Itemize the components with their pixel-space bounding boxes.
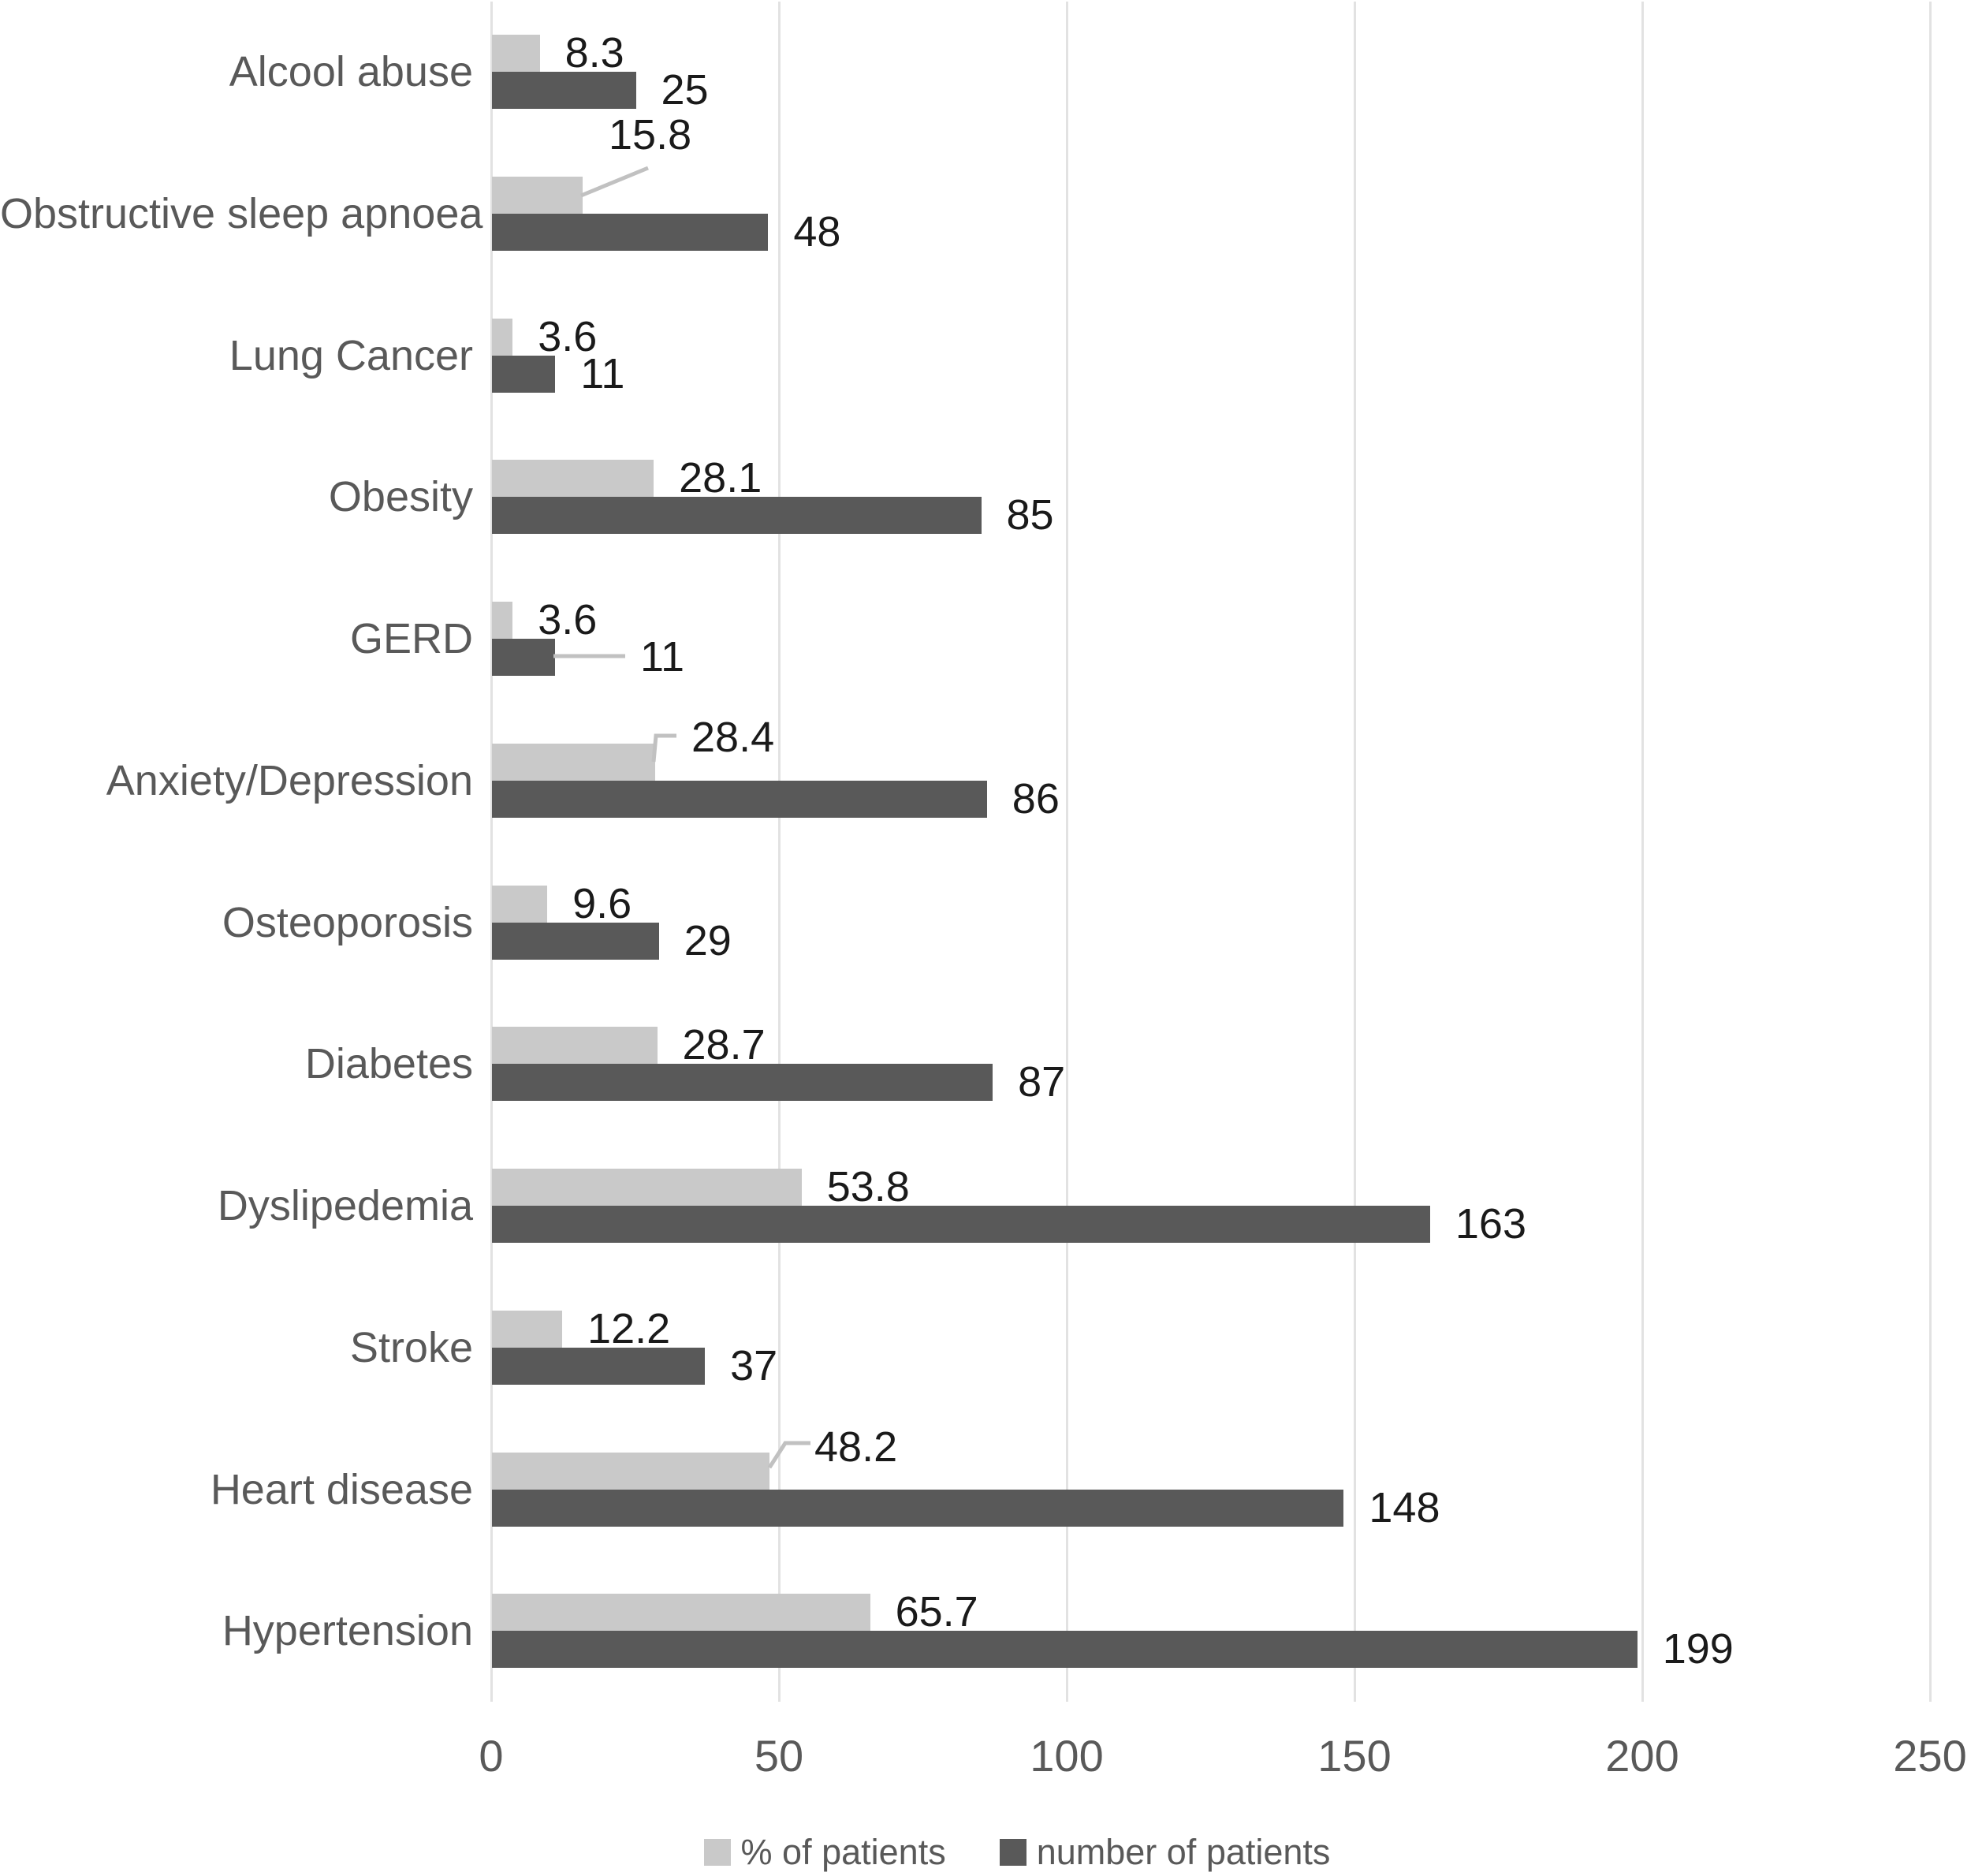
bar-number-of-patients [492, 1347, 706, 1385]
x-tick-label: 200 [1605, 1731, 1679, 1781]
gridline [1353, 2, 1356, 1702]
category-label: Heart disease [210, 1465, 473, 1513]
bar-number-of-patients [492, 639, 556, 676]
bar-pct-of-patients [492, 35, 540, 72]
value-label-pct: 48.2 [814, 1423, 898, 1471]
bar-pct-of-patients [492, 885, 548, 923]
x-tick-label: 100 [1030, 1731, 1104, 1781]
value-label-num: 148 [1369, 1483, 1440, 1531]
bar-number-of-patients [492, 213, 769, 251]
bar-pct-of-patients [492, 176, 583, 214]
bar-number-of-patients [492, 1489, 1344, 1527]
legend-swatch-number-of-patients [999, 1839, 1026, 1866]
gridline [490, 2, 493, 1702]
bar-pct-of-patients [492, 1027, 658, 1065]
bar-number-of-patients [492, 355, 556, 393]
legend-label-pct-of-patients: % of patients [740, 1832, 946, 1872]
value-label-num: 199 [1662, 1625, 1734, 1673]
category-label: Hypertension [222, 1607, 473, 1655]
value-label-pct: 28.4 [691, 714, 775, 761]
bar-number-of-patients [492, 497, 982, 535]
bar-number-of-patients [492, 780, 987, 818]
leader-line [767, 1441, 810, 1469]
category-label: Lung Cancer [229, 331, 473, 379]
gridline [777, 2, 781, 1702]
value-label-num: 86 [1012, 774, 1060, 822]
gridline [1928, 2, 1932, 1702]
category-label: Osteoporosis [222, 898, 473, 946]
leader-line [580, 166, 649, 198]
bar-pct-of-patients [492, 602, 513, 639]
bar-number-of-patients [492, 922, 659, 960]
value-label-num: 25 [661, 66, 709, 114]
value-label-num: 85 [1006, 491, 1054, 539]
value-label-pct: 15.8 [609, 111, 692, 159]
value-label-pct: 3.6 [538, 312, 598, 360]
leader-line [651, 733, 676, 763]
bar-number-of-patients [492, 1631, 1638, 1669]
x-tick-label: 150 [1317, 1731, 1392, 1781]
legend-item-pct-of-patients: % of patients [703, 1832, 946, 1872]
category-label: Diabetes [304, 1040, 473, 1088]
legend-label-number-of-patients: number of patients [1036, 1832, 1331, 1872]
legend: % of patients number of patients [32, 1833, 1971, 1872]
value-label-pct: 28.1 [679, 454, 762, 502]
gridline [1641, 2, 1644, 1702]
category-label: Anxiety/Depression [106, 756, 473, 804]
bar-number-of-patients [492, 1064, 993, 1102]
bar-pct-of-patients [492, 743, 656, 781]
x-tick-label: 50 [754, 1731, 804, 1781]
value-label-num: 87 [1018, 1058, 1066, 1106]
value-label-pct: 28.7 [682, 1021, 766, 1069]
bar-pct-of-patients [492, 1594, 870, 1632]
category-label: Stroke [349, 1323, 473, 1371]
value-label-pct: 9.6 [572, 879, 632, 927]
x-tick-label: 0 [479, 1731, 504, 1781]
category-label: Dyslipedemia [217, 1182, 473, 1229]
x-tick-label: 250 [1893, 1731, 1967, 1781]
bar-pct-of-patients [492, 1452, 769, 1490]
value-label-pct: 8.3 [564, 29, 624, 76]
value-label-pct: 12.2 [587, 1304, 671, 1352]
legend-swatch-pct-of-patients [703, 1839, 731, 1866]
value-label-num: 29 [684, 916, 732, 964]
bar-pct-of-patients [492, 318, 513, 356]
gridline [1065, 2, 1068, 1702]
bar-number-of-patients [492, 1206, 1430, 1243]
bar-number-of-patients [492, 72, 636, 109]
category-label: Obstructive sleep apnoea [0, 189, 483, 237]
value-label-num: 11 [640, 633, 685, 681]
value-label-num: 37 [730, 1341, 778, 1389]
bar-pct-of-patients [492, 1169, 802, 1206]
value-label-num: 163 [1455, 1200, 1526, 1248]
value-label-pct: 65.7 [895, 1588, 978, 1636]
category-label: Alcool abuse [229, 48, 473, 95]
legend-item-number-of-patients: number of patients [999, 1832, 1331, 1872]
bar-pct-of-patients [492, 1310, 563, 1348]
value-label-pct: 3.6 [538, 596, 598, 643]
bar-pct-of-patients [492, 460, 654, 498]
value-label-pct: 53.8 [826, 1163, 910, 1210]
value-label-num: 48 [793, 207, 841, 255]
value-label-num: 11 [580, 349, 625, 397]
category-label: Obesity [328, 473, 473, 521]
category-label: GERD [349, 615, 473, 662]
